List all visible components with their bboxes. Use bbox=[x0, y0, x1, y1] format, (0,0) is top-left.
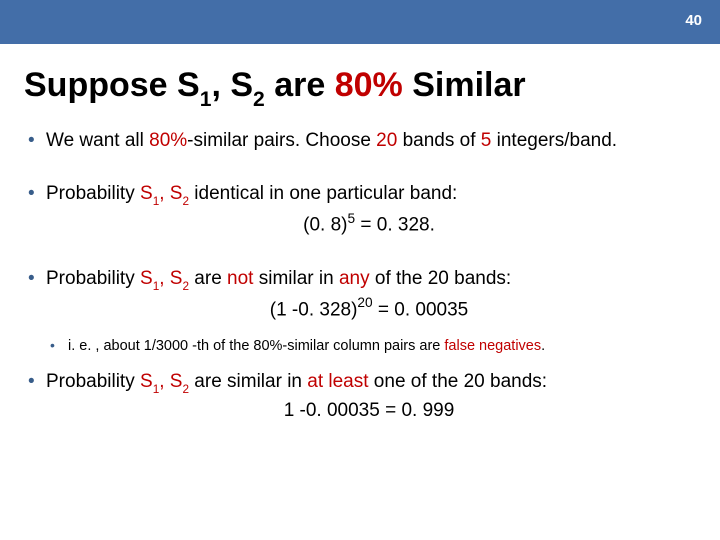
b3-b: are bbox=[189, 268, 227, 289]
b3n-a: i. e. , about 1/3000 -th of the 80%-simi… bbox=[68, 338, 444, 354]
title-text-2: , S bbox=[211, 66, 253, 104]
b3-sub1: 1 bbox=[153, 280, 160, 293]
title-sub-2: 2 bbox=[253, 88, 265, 111]
b1-c: bands of bbox=[397, 130, 480, 151]
b3-d: of the 20 bands: bbox=[370, 268, 512, 289]
b3-hl2: any bbox=[339, 268, 370, 289]
title-sub-1: 1 bbox=[200, 88, 212, 111]
b4-mid: , S bbox=[159, 371, 182, 392]
title-text-4: Similar bbox=[403, 66, 526, 104]
b1-hl3: 5 bbox=[481, 130, 492, 151]
bullet-4: Probability S1, S2 are similar in at lea… bbox=[28, 369, 692, 423]
b2-equation: (0. 8)5 = 0. 328. bbox=[46, 210, 692, 237]
title-text-1: Suppose S bbox=[24, 66, 200, 104]
b1-hl2: 20 bbox=[376, 130, 397, 151]
b4-c: one of the 20 bands: bbox=[369, 371, 548, 392]
b3-eq-a: (1 -0. 328) bbox=[270, 299, 358, 320]
page-number: 40 bbox=[685, 12, 702, 29]
nested-list: i. e. , about 1/3000 -th of the 80%-simi… bbox=[46, 336, 692, 356]
bullet-1: We want all 80%-similar pairs. Choose 20… bbox=[28, 128, 692, 153]
b3-c: similar in bbox=[253, 268, 339, 289]
title-text-3: are bbox=[265, 66, 335, 104]
b2-b: identical in one particular band: bbox=[189, 183, 457, 204]
b4-equation: 1 -0. 00035 = 0. 999 bbox=[46, 398, 692, 423]
b3n-hl: false negatives bbox=[444, 338, 541, 354]
b2-eq-b: = 0. 328. bbox=[355, 215, 435, 236]
slide-body: We want all 80%-similar pairs. Choose 20… bbox=[0, 120, 720, 423]
b3-equation: (1 -0. 328)20 = 0. 00035 bbox=[46, 295, 692, 322]
b3-a: Probability bbox=[46, 268, 140, 289]
b1-a: We want all bbox=[46, 130, 149, 151]
bullet-3-nested: i. e. , about 1/3000 -th of the 80%-simi… bbox=[46, 336, 692, 356]
slide-title: Suppose S1, S2 are 80% Similar bbox=[0, 44, 720, 120]
b4-sub1: 1 bbox=[153, 383, 160, 396]
b3-sub2: 2 bbox=[182, 280, 189, 293]
b3-eq-b: = 0. 00035 bbox=[373, 299, 469, 320]
b1-b: -similar pairs. Choose bbox=[187, 130, 376, 151]
b4-s1: S bbox=[140, 371, 153, 392]
b2-a: Probability bbox=[46, 183, 140, 204]
b2-mid: , S bbox=[159, 183, 182, 204]
title-highlight: 80% bbox=[335, 66, 403, 104]
b3-eq-sup: 20 bbox=[357, 295, 372, 310]
b1-d: integers/band. bbox=[491, 130, 617, 151]
b3n-b: . bbox=[541, 338, 545, 354]
b2-sub2: 2 bbox=[182, 195, 189, 208]
b2-eq-a: (0. 8) bbox=[303, 215, 347, 236]
bullet-list: We want all 80%-similar pairs. Choose 20… bbox=[28, 128, 692, 423]
b3-s1: S bbox=[140, 268, 153, 289]
b1-hl1: 80% bbox=[149, 130, 187, 151]
b4-b: are similar in bbox=[189, 371, 307, 392]
b2-s1: S bbox=[140, 183, 153, 204]
b2-sub1: 1 bbox=[153, 195, 160, 208]
bullet-2: Probability S1, S2 identical in one part… bbox=[28, 181, 692, 238]
b3-hl1: not bbox=[227, 268, 253, 289]
b2-eq-sup: 5 bbox=[347, 211, 355, 226]
b4-hl: at least bbox=[307, 371, 368, 392]
b4-a: Probability bbox=[46, 371, 140, 392]
b4-sub2: 2 bbox=[182, 383, 189, 396]
top-bar: 40 bbox=[0, 0, 720, 44]
b3-mid: , S bbox=[159, 268, 182, 289]
bullet-3: Probability S1, S2 are not similar in an… bbox=[28, 266, 692, 357]
